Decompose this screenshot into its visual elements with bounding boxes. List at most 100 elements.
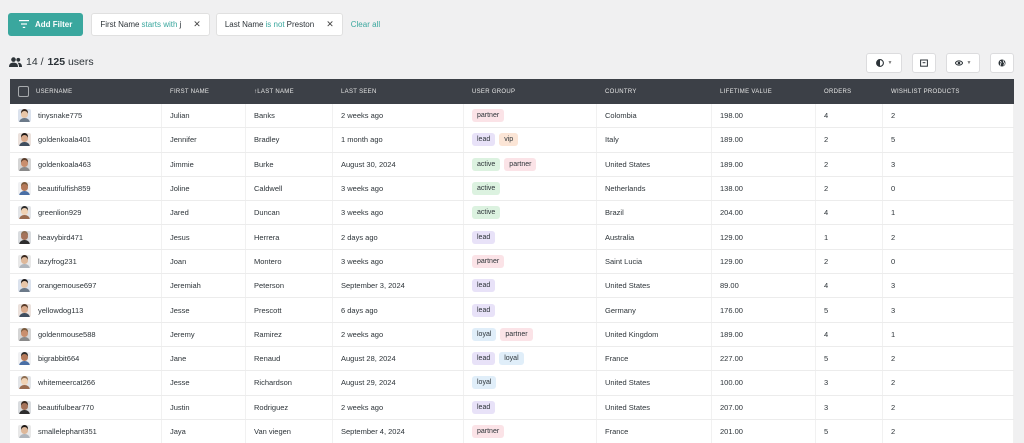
user-group-cell: lead — [464, 274, 597, 298]
filter-chip-first-name[interactable]: First Name starts with j ✕ — [91, 12, 210, 36]
table-row[interactable]: goldenkoala463 Jimmie Burke August 30, 2024… — [10, 152, 1014, 177]
orders-cell: 4 — [816, 104, 883, 128]
avatar — [18, 400, 31, 414]
username[interactable]: goldenkoala463 — [38, 159, 91, 169]
column-wishlist-products[interactable]: WISHLIST PRODUCTS — [883, 79, 1014, 104]
table-row[interactable]: goldenkoala401 Jennifer Bradley 1 month ago… — [10, 128, 1014, 153]
username[interactable]: beautifulbear770 — [38, 402, 94, 412]
close-icon[interactable]: ✕ — [326, 18, 334, 29]
column-orders[interactable]: ORDERS — [816, 79, 883, 104]
table-row[interactable]: beautifulbear770 Justin Rodriguez 2 weeks a… — [10, 395, 1014, 420]
username[interactable]: greenlion929 — [38, 208, 82, 218]
clear-all-link[interactable]: Clear all — [350, 19, 381, 29]
column-username[interactable]: USERNAME — [10, 79, 162, 104]
filter-field: First Name — [100, 19, 140, 29]
lifetime-value-cell: 189.00 — [712, 128, 816, 152]
shown-count: 14 / — [26, 56, 44, 68]
table-row[interactable]: smallelephant351 Jaya Van viegen September … — [10, 419, 1014, 443]
username-cell: bigrabbit664 — [10, 346, 162, 371]
display-density-button[interactable]: ▼ — [866, 53, 902, 73]
last-name-cell: Banks — [246, 104, 333, 128]
lifetime-value-cell: 189.00 — [712, 322, 816, 346]
country-cell: Australia — [597, 225, 712, 249]
last-seen-cell: 2 weeks ago — [333, 322, 464, 346]
table-row[interactable]: tinysnake775 Julian Banks 2 weeks ago partne… — [10, 104, 1014, 129]
username-cell: smallelephant351 — [10, 419, 162, 443]
username[interactable]: beautifulfish859 — [38, 184, 91, 194]
orders-cell: 4 — [816, 201, 883, 225]
username-cell: greenlion929 — [10, 201, 162, 225]
column-lifetime-value[interactable]: LIFETIME VALUE — [712, 79, 816, 104]
user-group-tag: lead — [472, 303, 496, 317]
username[interactable]: smallelephant351 — [38, 427, 97, 436]
column-user-group[interactable]: USER GROUP — [464, 79, 597, 104]
column-visibility-button[interactable]: ▼ — [946, 53, 980, 73]
first-name-cell: Jane — [162, 346, 246, 371]
avatar — [18, 157, 31, 171]
user-group-tag: vip — [499, 133, 519, 147]
column-first-name[interactable]: FIRST NAME — [162, 79, 246, 104]
first-name-cell: Jeremiah — [162, 274, 246, 298]
first-name-cell: Jeremy — [162, 322, 246, 346]
filter-chip-last-name[interactable]: Last Name is not Preston ✕ — [215, 12, 343, 36]
last-seen-cell: August 28, 2024 — [333, 346, 464, 371]
wishlist-cell: 2 — [883, 104, 1014, 128]
username[interactable]: goldenkoala401 — [38, 135, 91, 145]
country-cell: France — [597, 346, 712, 371]
username[interactable]: heavybird471 — [38, 232, 84, 242]
column-country[interactable]: COUNTRY — [597, 79, 712, 104]
username[interactable]: orangemouse697 — [38, 281, 97, 291]
last-seen-cell: 2 days ago — [333, 225, 464, 249]
country-cell: United States — [597, 274, 712, 298]
add-filter-button[interactable]: Add Filter — [8, 12, 84, 36]
table-row[interactable]: bigrabbit664 Jane Renaud August 28, 2024 lea… — [10, 346, 1014, 372]
wishlist-cell: 2 — [883, 395, 1014, 419]
chevron-down-icon: ▼ — [966, 60, 972, 66]
last-seen-cell: 2 weeks ago — [333, 104, 464, 128]
select-all-checkbox[interactable] — [18, 86, 29, 97]
username-cell: beautifulfish859 — [10, 176, 162, 201]
user-group-tag: partner — [500, 327, 533, 341]
lifetime-value-cell: 100.00 — [712, 371, 816, 395]
filter-operator: is not — [265, 19, 285, 29]
column-label: LAST SEEN — [341, 88, 377, 95]
user-count: 14 / 125 users — [9, 56, 94, 68]
filter-bar: Add Filter First Name starts with j ✕ La… — [8, 12, 380, 36]
username[interactable]: goldenmouse588 — [38, 329, 96, 339]
table-row[interactable]: greenlion929 Jared Duncan 3 weeks ago active… — [10, 201, 1014, 226]
table-row[interactable]: yellowdog113 Jesse Prescott 6 days ago lead G… — [10, 298, 1014, 323]
table-row[interactable]: lazyfrog231 Joan Montero 3 weeks ago partner… — [10, 249, 1014, 275]
username-cell: whitemeercat266 — [10, 371, 162, 395]
table-row[interactable]: goldenmouse588 Jeremy Ramirez 2 weeks ago lo… — [10, 322, 1014, 347]
user-group-cell: lead vip — [464, 128, 597, 152]
first-name-cell: Jesus — [162, 225, 246, 249]
table-row[interactable]: beautifulfish859 Joline Caldwell 3 weeks ag… — [10, 176, 1014, 202]
table-row[interactable]: whitemeercat266 Jesse Richardson August 29,… — [10, 371, 1014, 396]
wishlist-cell: 0 — [883, 249, 1014, 274]
filter-operator: starts with — [141, 19, 178, 29]
first-name-cell: Jesse — [162, 371, 246, 395]
close-icon[interactable]: ✕ — [193, 18, 201, 29]
lifetime-value-cell: 129.00 — [712, 249, 816, 274]
username[interactable]: lazyfrog231 — [38, 256, 77, 266]
column-last-seen[interactable]: LAST SEEN — [333, 79, 464, 104]
orders-cell: 4 — [816, 274, 883, 298]
export-button[interactable] — [912, 53, 936, 73]
username-cell: goldenkoala463 — [10, 152, 162, 176]
username-cell: yellowdog113 — [10, 298, 162, 322]
table-row[interactable]: orangemouse697 Jeremiah Peterson September … — [10, 274, 1014, 299]
column-last-name[interactable]: ↑LAST NAME — [246, 79, 333, 104]
globe-button[interactable] — [990, 53, 1014, 73]
wishlist-cell: 2 — [883, 225, 1014, 249]
lifetime-value-cell: 89.00 — [712, 274, 816, 298]
user-group-tag: lead — [472, 230, 496, 244]
column-label: ORDERS — [824, 88, 852, 95]
wishlist-cell: 3 — [883, 152, 1014, 176]
last-name-cell: Rodriguez — [246, 395, 333, 419]
table-row[interactable]: heavybird471 Jesus Herrera 2 days ago lead Au… — [10, 225, 1014, 250]
username[interactable]: bigrabbit664 — [38, 354, 80, 364]
username[interactable]: whitemeercat266 — [38, 378, 96, 388]
username[interactable]: yellowdog113 — [38, 305, 84, 315]
username[interactable]: tinysnake775 — [38, 111, 83, 121]
country-cell: France — [597, 419, 712, 443]
